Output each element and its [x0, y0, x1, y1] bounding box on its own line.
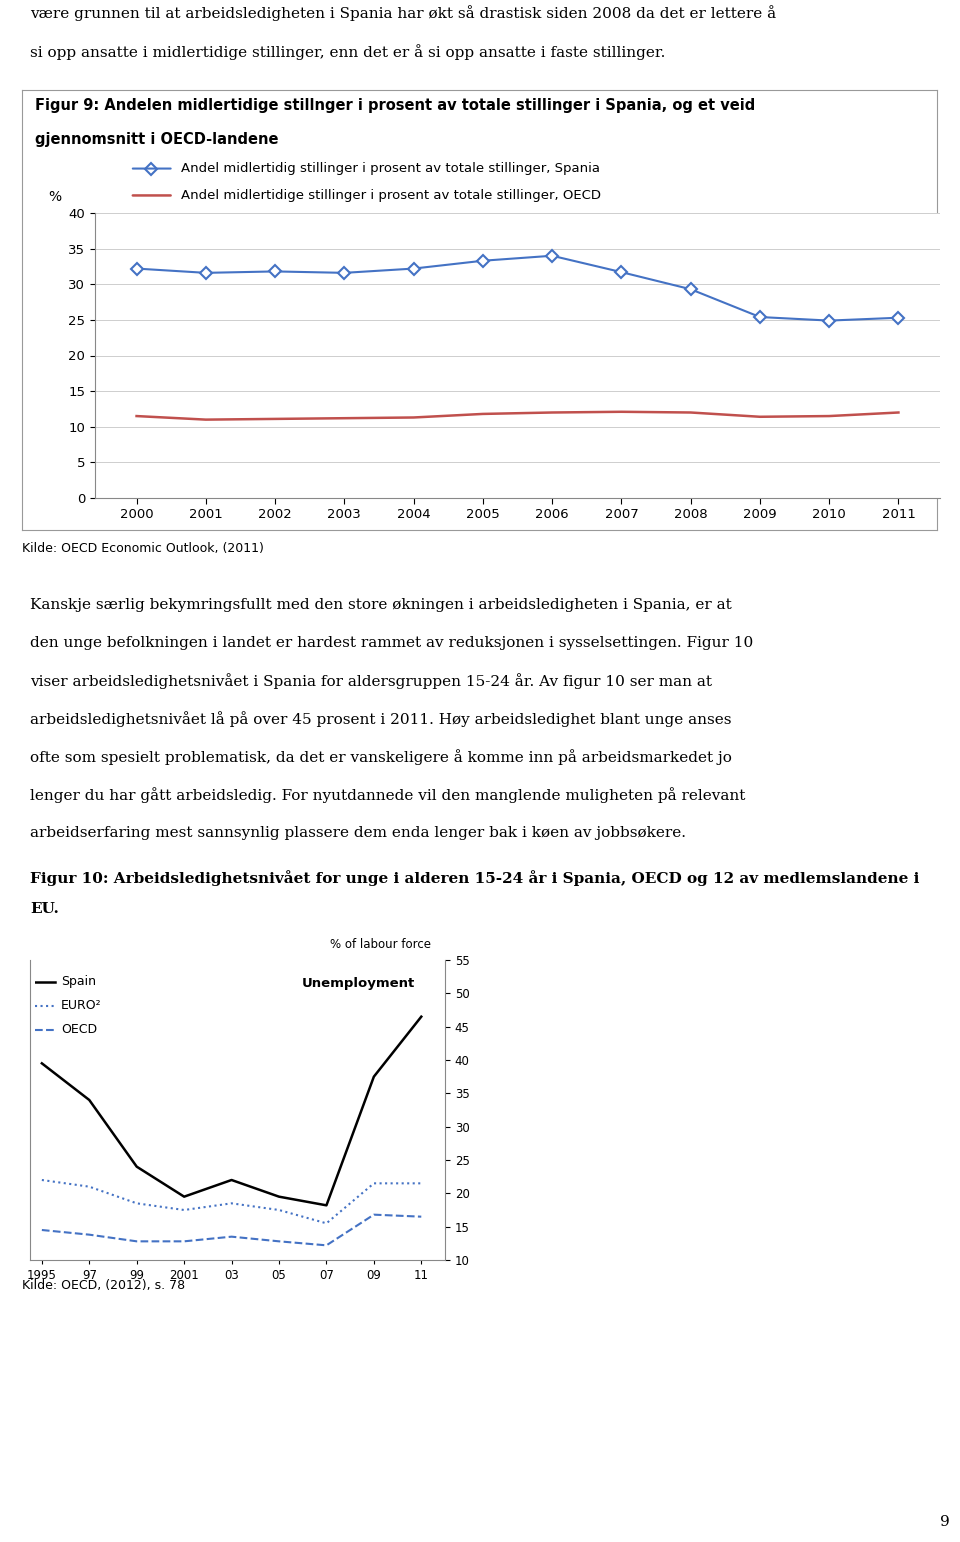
Text: % of labour force: % of labour force — [329, 939, 430, 951]
Text: Andel midlertidige stillinger i prosent av totale stillinger, OECD: Andel midlertidige stillinger i prosent … — [181, 190, 601, 202]
Text: si opp ansatte i midlertidige stillinger, enn det er å si opp ansatte i faste st: si opp ansatte i midlertidige stillinger… — [30, 45, 665, 60]
Text: 9: 9 — [940, 1516, 950, 1530]
Text: EU.: EU. — [30, 902, 59, 916]
Text: EURO²: EURO² — [61, 999, 102, 1012]
Text: Figur 9: Andelen midlertidige stillnger i prosent av totale stillinger i Spania,: Figur 9: Andelen midlertidige stillnger … — [35, 99, 756, 113]
Text: viser arbeidsledighetsnivået i Spania for aldersgruppen 15-24 år. Av figur 10 se: viser arbeidsledighetsnivået i Spania fo… — [30, 674, 712, 689]
Text: Kilde: OECD Economic Outlook, (2011): Kilde: OECD Economic Outlook, (2011) — [22, 541, 264, 555]
Text: arbeidsledighetsnivået lå på over 45 prosent i 2011. Høy arbeidsledighet blant u: arbeidsledighetsnivået lå på over 45 pro… — [30, 711, 732, 728]
Text: Unemployment: Unemployment — [301, 976, 415, 990]
Text: OECD: OECD — [61, 1022, 97, 1036]
Text: arbeidserfaring mest sannsynlig plassere dem enda lenger bak i køen av jobbsøker: arbeidserfaring mest sannsynlig plassere… — [30, 825, 686, 839]
Text: Spain: Spain — [61, 975, 96, 988]
Text: lenger du har gått arbeidsledig. For nyutdannede vil den manglende muligheten på: lenger du har gått arbeidsledig. For nyu… — [30, 788, 745, 803]
Text: Kilde: OECD, (2012), s. 78: Kilde: OECD, (2012), s. 78 — [22, 1280, 185, 1292]
Text: være grunnen til at arbeidsledigheten i Spania har økt så drastisk siden 2008 da: være grunnen til at arbeidsledigheten i … — [30, 5, 776, 22]
Text: Kanskje særlig bekymringsfullt med den store økningen i arbeidsledigheten i Span: Kanskje særlig bekymringsfullt med den s… — [30, 598, 732, 612]
Text: Figur 10: Arbeidsledighetsnivået for unge i alderen 15-24 år i Spania, OECD og 1: Figur 10: Arbeidsledighetsnivået for ung… — [30, 870, 920, 887]
Text: gjennomsnitt i OECD-landene: gjennomsnitt i OECD-landene — [35, 133, 278, 146]
Text: Andel midlertidig stillinger i prosent av totale stillinger, Spania: Andel midlertidig stillinger i prosent a… — [181, 162, 600, 176]
Text: den unge befolkningen i landet er hardest rammet av reduksjonen i sysselsettinge: den unge befolkningen i landet er hardes… — [30, 635, 754, 649]
Text: ofte som spesielt problematisk, da det er vanskeligere å komme inn på arbeidsmar: ofte som spesielt problematisk, da det e… — [30, 749, 732, 765]
Text: %: % — [49, 190, 61, 204]
